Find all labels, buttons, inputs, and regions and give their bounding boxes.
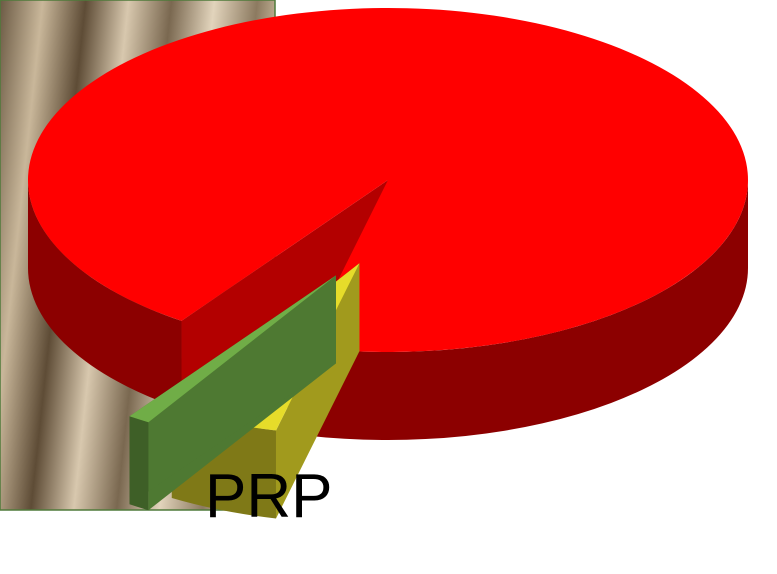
pie bbox=[28, 8, 748, 519]
pie-slice bbox=[28, 8, 748, 352]
slice-side bbox=[129, 416, 148, 510]
slice-label: PRP bbox=[205, 462, 332, 531]
page: PRP (() => { const data = JSON.parse(doc… bbox=[0, 0, 777, 574]
chart: PRP bbox=[0, 0, 777, 574]
